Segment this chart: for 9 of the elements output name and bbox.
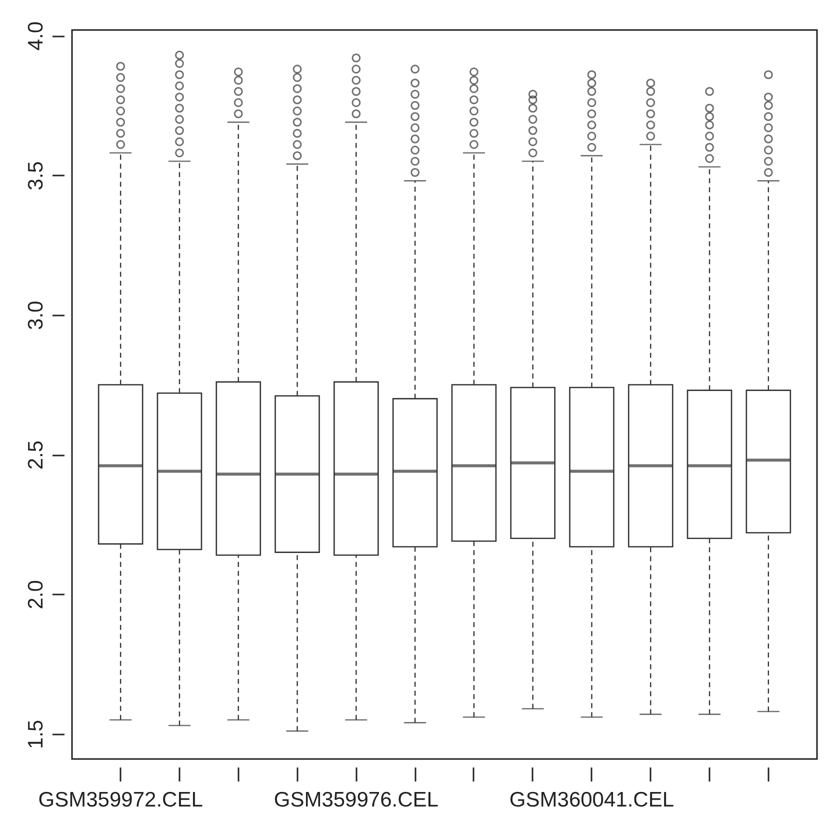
y-tick-label: 3.5 (24, 161, 48, 190)
y-tick-label: 2.0 (24, 580, 48, 610)
y-tick-label: 3.0 (24, 300, 48, 330)
y-tick-label: 4.0 (24, 21, 48, 51)
x-tick-label: GSM359972.CEL (38, 788, 203, 812)
x-tick-label: GSM359976.CEL (274, 788, 438, 812)
x-tick-label: GSM360041.CEL (509, 788, 674, 812)
y-tick-label: 2.5 (24, 440, 48, 470)
y-tick-label: 1.5 (24, 720, 48, 749)
